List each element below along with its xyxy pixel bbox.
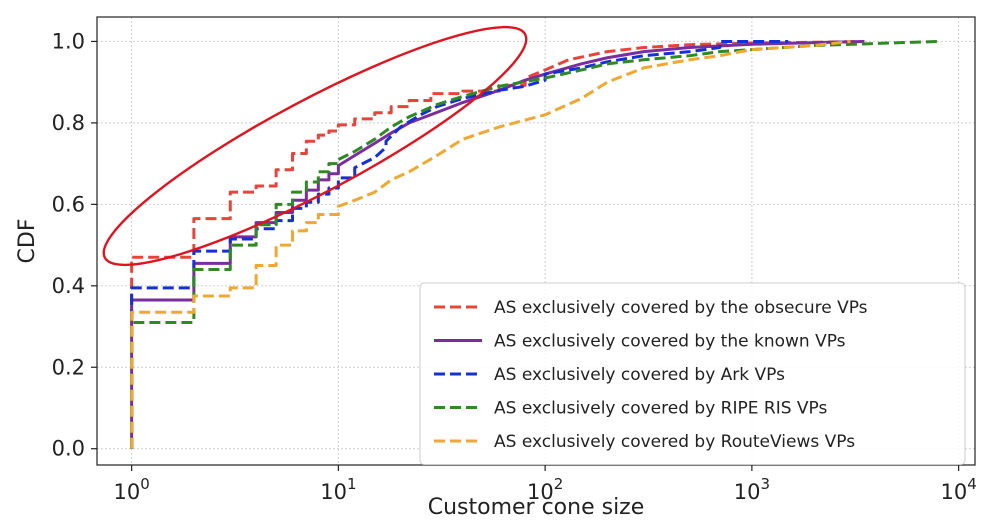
legend: AS exclusively covered by the obsecure V… [419, 282, 966, 465]
x-tick-label: 101 [320, 475, 356, 504]
y-tick-label: 0.6 [52, 192, 85, 216]
x-tick-label: 100 [113, 475, 149, 504]
series-line-as-exclusively-covered-by-routeviews-vps [130, 39, 851, 449]
series-line-as-exclusively-covered-by-the-known-vps [130, 39, 865, 449]
series-line-as-exclusively-covered-by-the-obsecure-vps [130, 39, 865, 449]
annotation-layer [102, 25, 528, 267]
legend-label: AS exclusively covered by Ark VPs [494, 365, 785, 385]
series-line-as-exclusively-covered-by-ark-vps [130, 39, 789, 449]
legend-box [419, 282, 966, 465]
x-tick-label: 102 [527, 475, 563, 504]
y-tick-label: 1.0 [52, 29, 85, 53]
highlight-ellipse [102, 25, 528, 267]
y-tick-label: 0.2 [52, 355, 85, 379]
x-axis-ticks: 100 101 102 103 104 [113, 465, 977, 504]
y-axis-ticks: 0.0 0.2 0.4 0.6 0.8 1.0 [52, 29, 97, 461]
series-line-as-exclusively-covered-by-ripe-ris-vps [130, 39, 939, 449]
legend-label: AS exclusively covered by the obsecure V… [494, 298, 868, 318]
legend-label: AS exclusively covered by RouteViews VPs [494, 432, 855, 452]
x-tick-label: 104 [940, 475, 976, 504]
legend-label: AS exclusively covered by the known VPs [494, 332, 846, 352]
legend-label: AS exclusively covered by RIPE RIS VPs [494, 399, 827, 419]
y-axis-label: CDF [15, 219, 40, 264]
series-lines [130, 39, 939, 449]
x-axis-label: Customer cone size [428, 495, 645, 520]
y-tick-label: 0.4 [52, 274, 85, 298]
y-tick-label: 0.8 [52, 111, 85, 135]
x-tick-label: 103 [734, 475, 770, 504]
y-tick-label: 0.0 [52, 437, 85, 461]
